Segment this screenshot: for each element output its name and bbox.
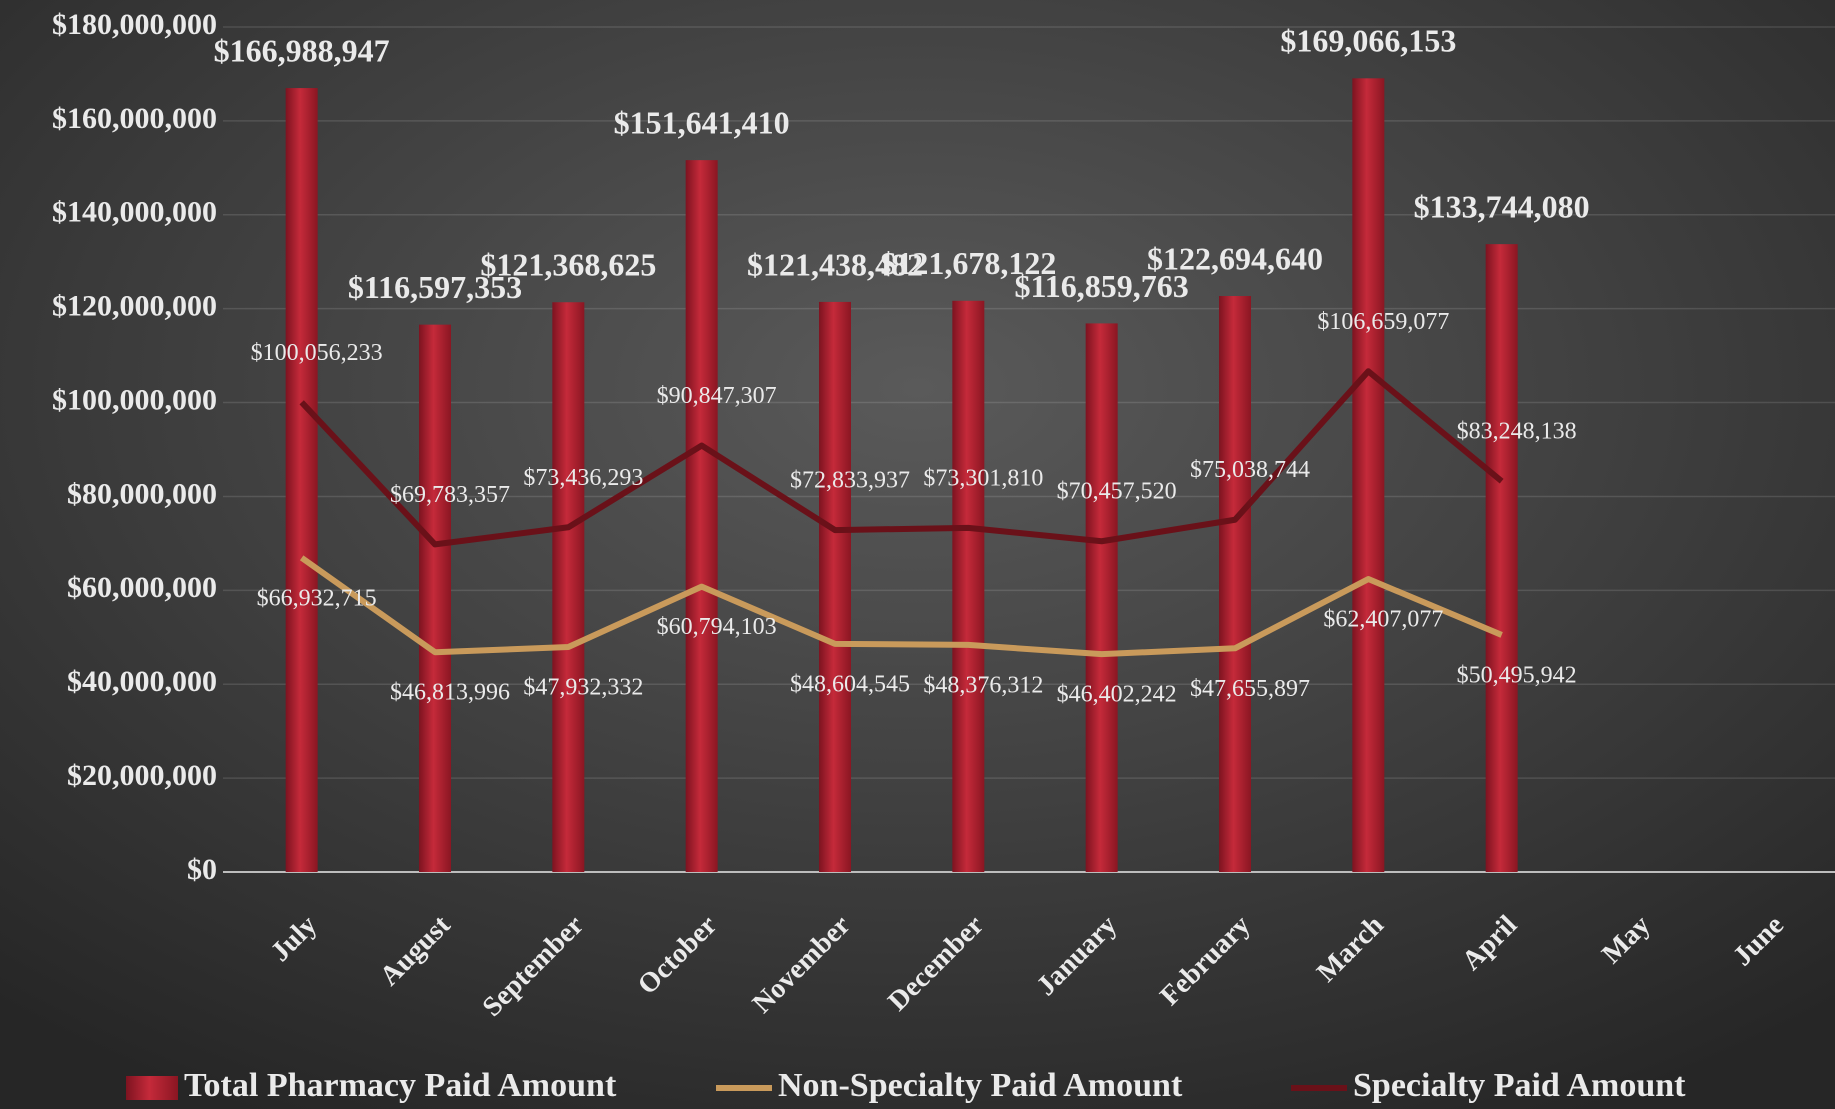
line-value-label: $46,813,996: [390, 680, 510, 706]
bar-value-label: $121,438,482: [747, 246, 923, 282]
bar-value-label: $169,066,153: [1280, 23, 1456, 59]
line-value-label: $83,248,138: [1457, 419, 1577, 445]
y-tick-label: $20,000,000: [67, 759, 217, 792]
y-tick-label: $0: [187, 853, 217, 886]
y-tick-label: $120,000,000: [52, 290, 217, 323]
bar: [1085, 323, 1118, 872]
bar-value-label: $122,694,640: [1147, 240, 1323, 276]
y-tick-label: $100,000,000: [52, 383, 217, 416]
line: [299, 368, 1504, 548]
bar: [285, 88, 318, 873]
line-value-label: $50,495,942: [1457, 662, 1577, 688]
line-value-label: $69,783,357: [390, 482, 510, 508]
bar: [1352, 78, 1385, 872]
line-value-label: $48,604,545: [790, 671, 910, 697]
legend-label: Total Pharmacy Paid Amount: [184, 1067, 617, 1104]
line-value-label: $48,376,312: [923, 672, 1043, 698]
bar: [1219, 296, 1251, 872]
y-tick-label: $160,000,000: [52, 102, 217, 135]
bar-value-label: $166,988,947: [214, 32, 390, 68]
bar-value-label: $116,859,763: [1015, 268, 1189, 304]
line-value-label: $73,436,293: [523, 465, 643, 491]
line-value-label: $66,932,715: [257, 585, 377, 611]
bar-value-label: $121,678,122: [880, 245, 1056, 281]
bar: [419, 324, 451, 872]
line: [299, 555, 1503, 658]
line-value-label: $47,932,332: [523, 674, 643, 700]
bar: [685, 160, 718, 873]
bar: [819, 301, 851, 872]
bar: [1485, 244, 1518, 872]
line-value-label: $47,655,897: [1190, 676, 1310, 702]
bar-value-label: $133,744,080: [1414, 188, 1590, 224]
y-tick-label: $60,000,000: [67, 571, 217, 604]
line-value-label: $106,659,077: [1317, 309, 1449, 335]
legend-label: Specialty Paid Amount: [1353, 1067, 1686, 1104]
bar-value-label: $116,597,353: [348, 269, 522, 305]
bar: [952, 300, 985, 872]
line-value-label: $90,847,307: [657, 383, 777, 409]
line-value-label: $60,794,103: [657, 614, 777, 640]
y-tick-label: $40,000,000: [67, 665, 217, 698]
line-value-label: $46,402,242: [1057, 682, 1177, 708]
legend-swatch: [126, 1076, 178, 1100]
y-tick-label: $80,000,000: [67, 477, 217, 510]
y-tick-label: $180,000,000: [52, 8, 217, 41]
bar-value-label: $151,641,410: [614, 104, 790, 140]
line-value-label: $73,301,810: [923, 465, 1043, 491]
line-value-label: $72,833,937: [790, 468, 910, 494]
legend-label: Non-Specialty Paid Amount: [778, 1067, 1183, 1104]
line-value-label: $70,457,520: [1057, 479, 1177, 505]
bar: [552, 302, 585, 873]
bar-value-label: $121,368,625: [480, 247, 656, 283]
line-value-label: $100,056,233: [251, 340, 383, 366]
y-tick-label: $140,000,000: [52, 196, 217, 229]
line-value-label: $62,407,077: [1323, 607, 1443, 633]
line-value-label: $75,038,744: [1190, 457, 1310, 483]
